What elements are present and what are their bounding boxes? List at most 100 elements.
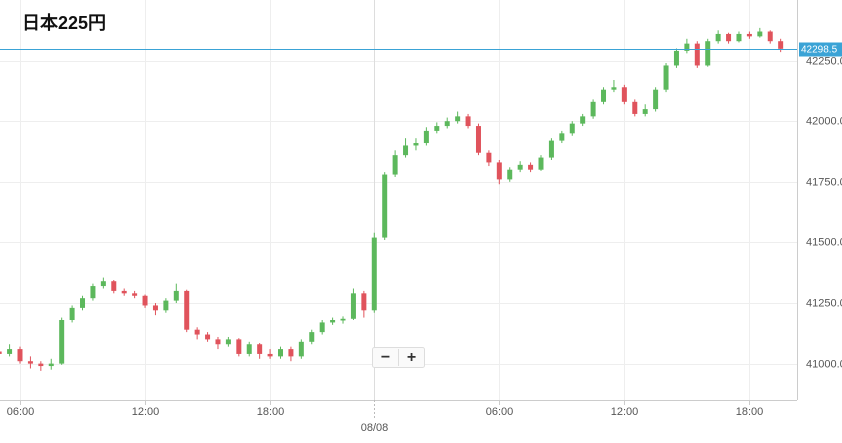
candle-body <box>413 143 419 146</box>
y-tick-label: 42000.0 <box>806 115 842 127</box>
last-price-box <box>799 42 842 57</box>
last-price-label: 42298.5 <box>801 45 838 56</box>
candle-body <box>757 31 763 37</box>
candle-body <box>590 101 596 117</box>
candle-body <box>152 305 158 311</box>
candle-body <box>17 349 23 362</box>
zoom-controls: − + <box>372 347 425 368</box>
candle-body <box>444 121 450 127</box>
y-tick-label: 41500.0 <box>806 236 842 248</box>
candle-body <box>736 33 742 42</box>
chart-title: 日本225円 <box>22 12 106 33</box>
candle-body <box>403 145 409 156</box>
candle-body <box>48 363 54 367</box>
x-tick-label: 06:00 <box>486 406 514 418</box>
candle-body <box>517 164 523 170</box>
candle-body <box>496 162 502 180</box>
candle-body <box>38 363 44 367</box>
candle-body <box>236 339 242 354</box>
candle-body <box>371 237 377 311</box>
day-label: 08/08 <box>361 422 389 434</box>
grid <box>0 0 797 400</box>
candle-body <box>100 281 106 287</box>
candle-body <box>767 31 773 42</box>
candle-body <box>225 339 231 345</box>
candle-body <box>0 351 2 354</box>
candle-body <box>309 332 315 342</box>
candle-body <box>298 341 304 357</box>
x-tick-label: 12:00 <box>132 406 160 418</box>
candle-body <box>465 116 471 127</box>
candle-body <box>142 295 148 306</box>
candle-body <box>163 300 169 311</box>
candle-body <box>59 320 65 364</box>
y-tick-label: 42250.0 <box>806 55 842 67</box>
candle-body <box>278 349 283 357</box>
candle-body <box>361 293 367 311</box>
candle-body <box>694 43 700 66</box>
candle-body <box>715 33 721 42</box>
candle-body <box>319 322 325 333</box>
candle-body <box>382 174 388 238</box>
candle-body <box>205 334 211 340</box>
candle-body <box>632 101 638 114</box>
candle-body <box>475 126 481 153</box>
candle-body <box>611 87 617 90</box>
candle-body <box>392 155 398 175</box>
candle-body <box>423 130 429 144</box>
candle-body <box>580 116 586 124</box>
x-tick-label: 12:00 <box>611 406 639 418</box>
zoom-in-button[interactable]: + <box>407 349 416 366</box>
candle-body <box>559 133 565 141</box>
candle-body <box>673 50 679 66</box>
candle-body <box>778 41 784 49</box>
candle-body <box>257 344 263 354</box>
x-tick-label: 18:00 <box>257 406 285 418</box>
y-tick-label: 41000.0 <box>806 358 842 370</box>
candle-body <box>642 109 648 114</box>
candle-body <box>111 281 117 291</box>
candle-body <box>705 41 711 66</box>
candle-body <box>434 126 440 131</box>
candle-body <box>340 318 346 321</box>
candle-body <box>528 164 534 170</box>
candle-body <box>601 89 607 102</box>
y-tick-label: 41250.0 <box>806 297 842 309</box>
candle-body <box>90 286 96 299</box>
candle-body <box>726 33 732 42</box>
candle-body <box>548 140 554 158</box>
candle-body <box>663 65 669 90</box>
candle-body <box>330 320 336 323</box>
candle-body <box>684 43 690 51</box>
candle-body <box>507 169 513 180</box>
candle-body <box>215 339 221 345</box>
candle-body <box>80 298 86 308</box>
candle-body <box>350 293 356 319</box>
candle-body <box>486 152 492 163</box>
zoom-out-button[interactable]: − <box>381 349 390 366</box>
candle-body <box>288 349 294 357</box>
candle-body <box>569 123 575 134</box>
candle-body <box>246 344 252 354</box>
candle-body <box>27 361 33 364</box>
candle-body <box>121 290 127 294</box>
candle-body <box>184 290 190 330</box>
candle-body <box>173 290 179 301</box>
x-tick-label: 06:00 <box>7 406 35 418</box>
candle-body <box>194 329 200 335</box>
candle-body <box>455 116 461 122</box>
candle-body <box>653 89 659 110</box>
candle-body <box>621 87 627 102</box>
y-tick-label: 41750.0 <box>806 176 842 188</box>
x-tick-label: 18:00 <box>736 406 764 418</box>
candle-body <box>69 307 75 320</box>
candles <box>0 27 784 371</box>
candle-body <box>538 157 544 170</box>
candle-body <box>267 353 273 357</box>
candle-body <box>132 293 138 296</box>
candle-body <box>746 33 752 37</box>
candle-body <box>7 349 13 354</box>
